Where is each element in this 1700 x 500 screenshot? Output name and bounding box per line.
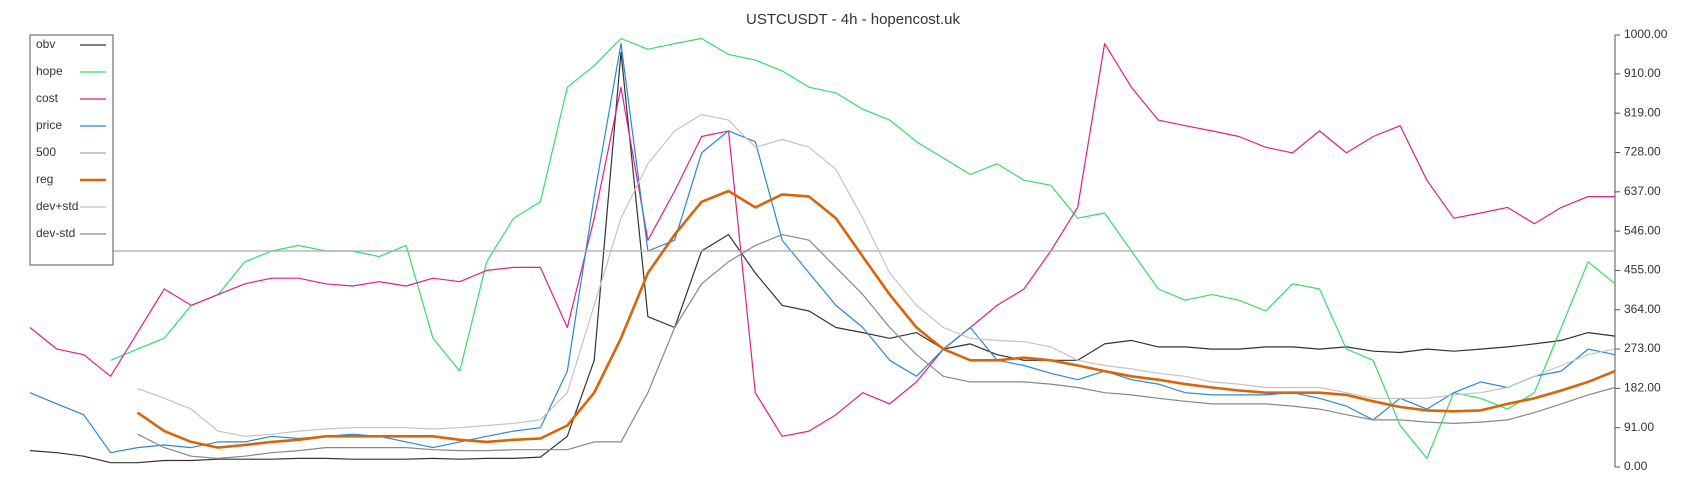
series-group (29, 43, 1616, 454)
y-tick-label: 728.00 (1624, 145, 1661, 159)
legend-label: price (36, 118, 62, 132)
series-line (29, 51, 1616, 464)
legend-label: dev+std (36, 199, 78, 213)
y-tick-label: 91.00 (1624, 420, 1654, 434)
series-line (137, 113, 1616, 437)
y-tick-label: 0.00 (1624, 459, 1648, 473)
legend-label: dev-std (36, 226, 75, 240)
legend-label: 500 (36, 145, 56, 159)
y-tick-label: 364.00 (1624, 302, 1661, 316)
y-tick-label: 546.00 (1624, 223, 1661, 237)
series-line (29, 43, 1615, 437)
series-line (136, 189, 1616, 449)
series-line (137, 234, 1616, 459)
series-group (29, 43, 1615, 437)
legend-label: hope (36, 64, 63, 78)
chart-title: USTCUSDT - 4h - hopencost.uk (746, 11, 960, 28)
series-group (136, 189, 1616, 449)
y-tick-label: 910.00 (1624, 66, 1661, 80)
y-tick-label: 273.00 (1624, 341, 1661, 355)
y-tick-label: 1000.00 (1624, 27, 1668, 41)
y-tick-label: 455.00 (1624, 263, 1661, 277)
series-line (29, 43, 1616, 454)
y-tick-label: 819.00 (1624, 105, 1661, 119)
legend-box (29, 34, 114, 266)
series-group (110, 37, 1616, 459)
series-group (29, 51, 1616, 464)
y-tick-label: 182.00 (1624, 381, 1661, 395)
legend-label: obv (36, 37, 55, 51)
series-line (110, 37, 1616, 459)
legend-label: cost (36, 91, 59, 105)
series-group (137, 234, 1616, 459)
series-group (137, 113, 1616, 437)
legend-label: reg (36, 172, 53, 186)
y-tick-label: 637.00 (1624, 184, 1661, 198)
